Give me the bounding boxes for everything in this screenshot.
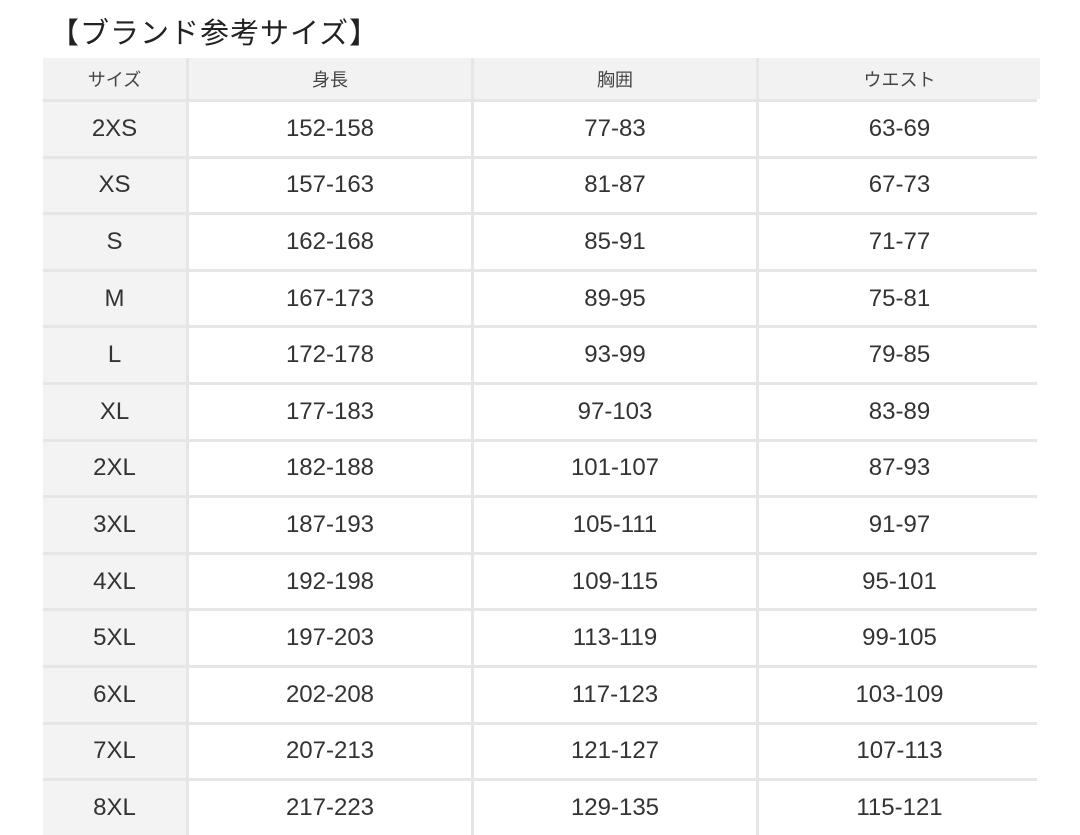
table-cell: 75-81 xyxy=(759,271,1040,326)
table-cell: 63-69 xyxy=(759,102,1040,156)
table-cell: 217-223 xyxy=(189,781,471,835)
table-cell: 182-188 xyxy=(189,441,471,496)
column-header: サイズ xyxy=(43,58,186,99)
table-cell: 167-173 xyxy=(189,271,471,326)
size-label-cell: S xyxy=(43,215,186,269)
table-cell: 101-107 xyxy=(474,441,756,496)
table-cell: 152-158 xyxy=(189,102,471,156)
column-header: 身長 xyxy=(189,58,471,99)
table-cell: 157-163 xyxy=(189,158,471,213)
size-label-cell: L xyxy=(43,328,186,382)
table-cell: 67-73 xyxy=(759,158,1040,213)
table-cell: 91-97 xyxy=(759,498,1040,552)
table-cell: 202-208 xyxy=(189,667,471,722)
table-cell: 85-91 xyxy=(474,215,756,269)
table-cell: 109-115 xyxy=(474,554,756,609)
table-cell: 129-135 xyxy=(474,781,756,835)
table-cell: 192-198 xyxy=(189,554,471,609)
table-cell: 83-89 xyxy=(759,384,1040,439)
table-cell: 79-85 xyxy=(759,328,1040,382)
size-label-cell: 7XL xyxy=(43,724,186,779)
table-cell: 117-123 xyxy=(474,667,756,722)
table-cell: 207-213 xyxy=(189,724,471,779)
size-table: サイズ 身長 胸囲 ウエスト 2XS 152-158 77-83 63-69 XS 157-163… xyxy=(43,58,1040,835)
table-cell: 99-105 xyxy=(759,611,1040,665)
table-cell: 115-121 xyxy=(759,781,1040,835)
size-label-cell: 8XL xyxy=(43,781,186,835)
size-label-cell: XS xyxy=(43,158,186,213)
table-cell: 97-103 xyxy=(474,384,756,439)
table-cell: 172-178 xyxy=(189,328,471,382)
column-header: ウエスト xyxy=(759,58,1040,99)
table-cell: 162-168 xyxy=(189,215,471,269)
table-cell: 81-87 xyxy=(474,158,756,213)
table-cell: 105-111 xyxy=(474,498,756,552)
table-cell: 197-203 xyxy=(189,611,471,665)
size-label-cell: 4XL xyxy=(43,554,186,609)
table-cell: 103-109 xyxy=(759,667,1040,722)
table-cell: 187-193 xyxy=(189,498,471,552)
table-cell: 121-127 xyxy=(474,724,756,779)
table-cell: 95-101 xyxy=(759,554,1040,609)
table-cell: 89-95 xyxy=(474,271,756,326)
table-cell: 77-83 xyxy=(474,102,756,156)
table-cell: 71-77 xyxy=(759,215,1040,269)
size-label-cell: 5XL xyxy=(43,611,186,665)
table-cell: 177-183 xyxy=(189,384,471,439)
table-cell: 113-119 xyxy=(474,611,756,665)
size-label-cell: 2XS xyxy=(43,102,186,156)
table-cell: 107-113 xyxy=(759,724,1040,779)
size-label-cell: 2XL xyxy=(43,441,186,496)
size-label-cell: M xyxy=(43,271,186,326)
size-label-cell: XL xyxy=(43,384,186,439)
table-cell: 93-99 xyxy=(474,328,756,382)
column-header: 胸囲 xyxy=(474,58,756,99)
size-label-cell: 6XL xyxy=(43,667,186,722)
size-label-cell: 3XL xyxy=(43,498,186,552)
page-title: 【ブランド参考サイズ】 xyxy=(50,16,380,50)
table-cell: 87-93 xyxy=(759,441,1040,496)
